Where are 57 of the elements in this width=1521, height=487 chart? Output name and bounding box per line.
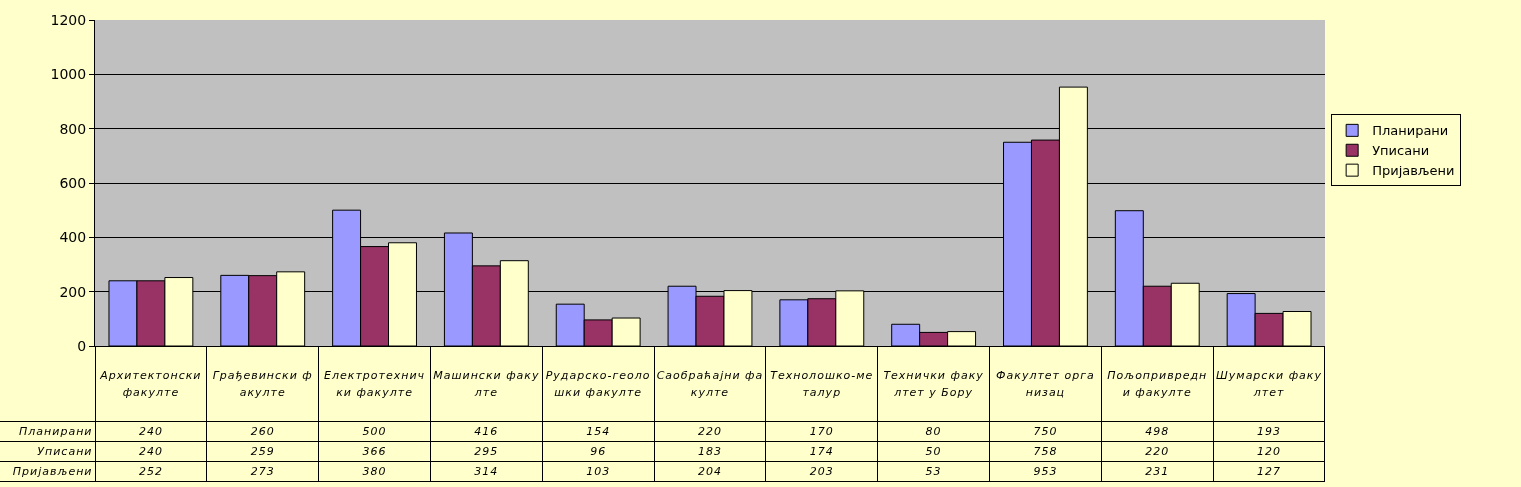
x-tick-label: Саобраћајни факулте bbox=[654, 346, 766, 422]
text: Пријављени bbox=[12, 465, 93, 478]
data-label: 500 bbox=[318, 421, 431, 442]
text: Уписани bbox=[37, 445, 93, 458]
data-label: 220 bbox=[654, 421, 766, 442]
data-label: 231 bbox=[1101, 461, 1214, 482]
data-label: 758 bbox=[989, 441, 1102, 462]
data-label: 170 bbox=[765, 421, 878, 442]
data-label: 96 bbox=[542, 441, 655, 462]
x-tick-label: Технички факултет у Бору bbox=[877, 346, 990, 422]
legend-label: Уписани bbox=[1372, 143, 1430, 159]
data-label: 750 bbox=[989, 421, 1102, 442]
data-label: 220 bbox=[1101, 441, 1214, 462]
data-label: 53 bbox=[877, 461, 990, 482]
data-label: 953 bbox=[989, 461, 1102, 482]
x-tick-label: Рударско-геолошки факулте bbox=[542, 346, 655, 422]
legend-label: Планирани bbox=[1372, 123, 1449, 139]
data-label: 203 bbox=[765, 461, 878, 482]
x-tick-label: Пољопривредни факулте bbox=[1101, 346, 1214, 422]
data-label: 240 bbox=[95, 441, 207, 462]
data-label: 260 bbox=[206, 421, 319, 442]
y-tick-label: 0 bbox=[77, 337, 87, 354]
data-label: 183 bbox=[654, 441, 766, 462]
data-label: 193 bbox=[1213, 421, 1325, 442]
data-label: 240 bbox=[95, 421, 207, 442]
y-tick-label: 800 bbox=[59, 120, 87, 137]
x-tick-label: Електротехнички факулте bbox=[318, 346, 431, 422]
data-label: 127 bbox=[1213, 461, 1325, 482]
x-tick-label: Архитектонски факулте bbox=[95, 346, 207, 422]
data-label: 154 bbox=[542, 421, 655, 442]
data-label: 366 bbox=[318, 441, 431, 462]
data-label: 204 bbox=[654, 461, 766, 482]
x-tick-label: Грађевински факулте bbox=[206, 346, 319, 422]
y-tick-label: 1200 bbox=[50, 11, 87, 28]
data-label: 498 bbox=[1101, 421, 1214, 442]
data-label: 103 bbox=[542, 461, 655, 482]
data-label: 416 bbox=[430, 421, 543, 442]
x-tick-label: Шумарски факултет bbox=[1213, 346, 1325, 422]
x-tick-label: Технолошко-металур bbox=[765, 346, 878, 422]
data-label: 259 bbox=[206, 441, 319, 462]
text: Планирани bbox=[19, 425, 93, 438]
data-label: 120 bbox=[1213, 441, 1325, 462]
y-tick-label: 1000 bbox=[50, 66, 87, 83]
y-tick-label: 200 bbox=[59, 283, 87, 300]
data-label: 295 bbox=[430, 441, 543, 462]
data-label: 314 bbox=[430, 461, 543, 482]
y-tick-label: 400 bbox=[59, 229, 87, 246]
x-tick-label: Машински факулте bbox=[430, 346, 543, 422]
x-tick-label: Факултет организац bbox=[989, 346, 1102, 422]
data-label: 273 bbox=[206, 461, 319, 482]
data-label: 174 bbox=[765, 441, 878, 462]
y-tick-label: 600 bbox=[59, 174, 87, 191]
legend-label: Пријављени bbox=[1372, 163, 1455, 179]
data-label: 380 bbox=[318, 461, 431, 482]
data-label: 50 bbox=[877, 441, 990, 462]
data-label: 80 bbox=[877, 421, 990, 442]
data-label: 252 bbox=[95, 461, 207, 482]
